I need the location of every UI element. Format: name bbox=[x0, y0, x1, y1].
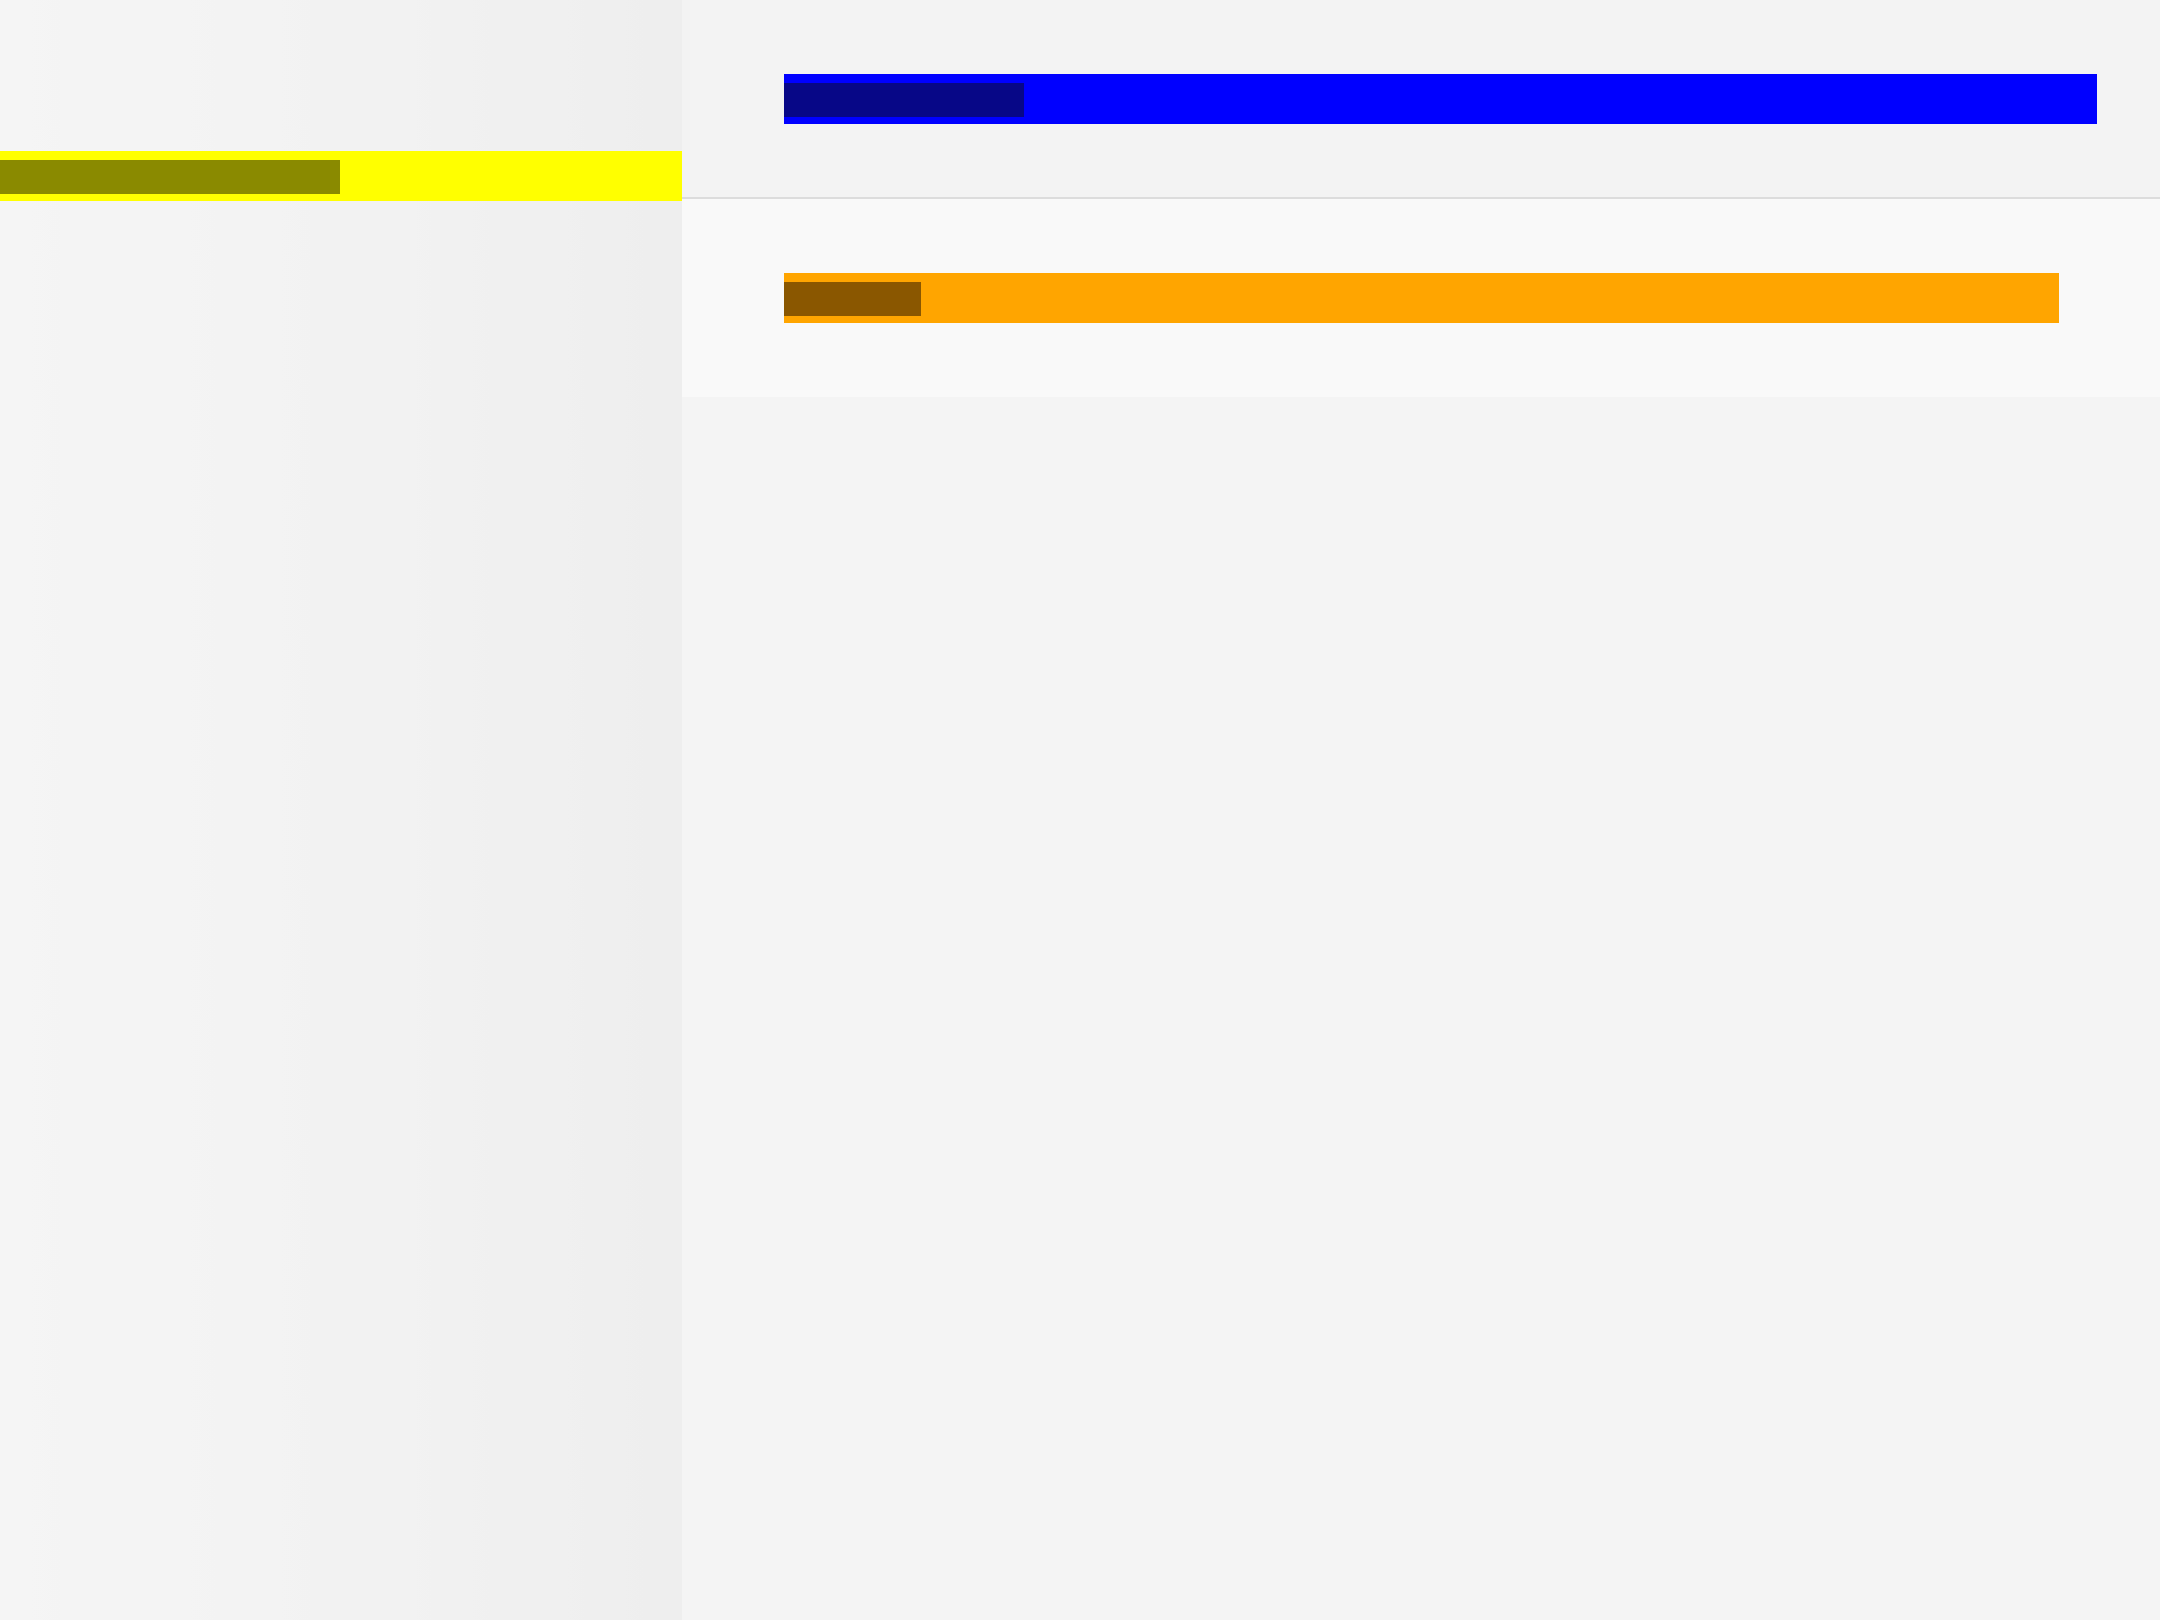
header-bar[interactable] bbox=[784, 74, 2097, 124]
content-panel bbox=[682, 199, 2160, 397]
main-content bbox=[682, 0, 2160, 1620]
panel-bar[interactable] bbox=[784, 273, 2059, 323]
header-bar-label bbox=[784, 83, 1024, 117]
panel-bar-label bbox=[784, 282, 921, 316]
sidebar-item-label bbox=[0, 160, 340, 194]
header bbox=[682, 0, 2160, 199]
sidebar bbox=[0, 0, 682, 1620]
sidebar-item-selected[interactable] bbox=[0, 151, 682, 201]
